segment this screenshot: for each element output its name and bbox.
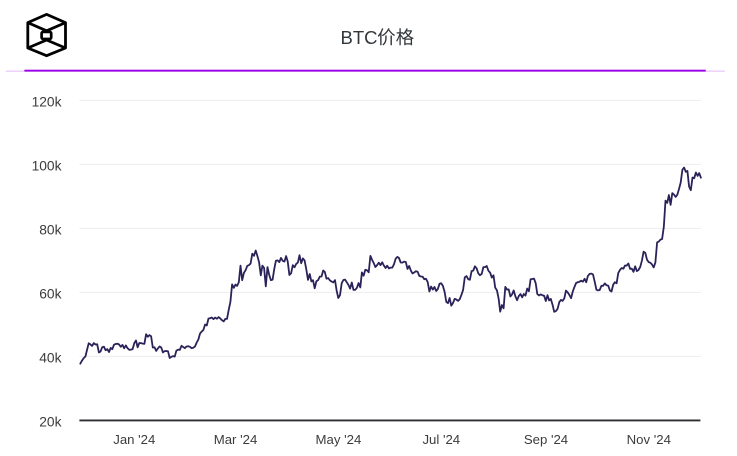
svg-text:60k: 60k [39,287,61,302]
svg-text:May '24: May '24 [316,432,362,447]
svg-text:40k: 40k [39,351,61,366]
svg-text:120k: 120k [32,95,62,110]
svg-text:BTC: BTC [341,27,378,48]
svg-text:100k: 100k [32,159,62,174]
svg-text:Sep '24: Sep '24 [524,432,568,447]
svg-text:Jan '24: Jan '24 [113,432,155,447]
svg-text:20k: 20k [39,415,61,430]
svg-text:Mar '24: Mar '24 [214,432,258,447]
svg-text:Nov '24: Nov '24 [627,432,671,447]
svg-text:80k: 80k [39,223,61,238]
svg-text:Jul '24: Jul '24 [422,432,460,447]
